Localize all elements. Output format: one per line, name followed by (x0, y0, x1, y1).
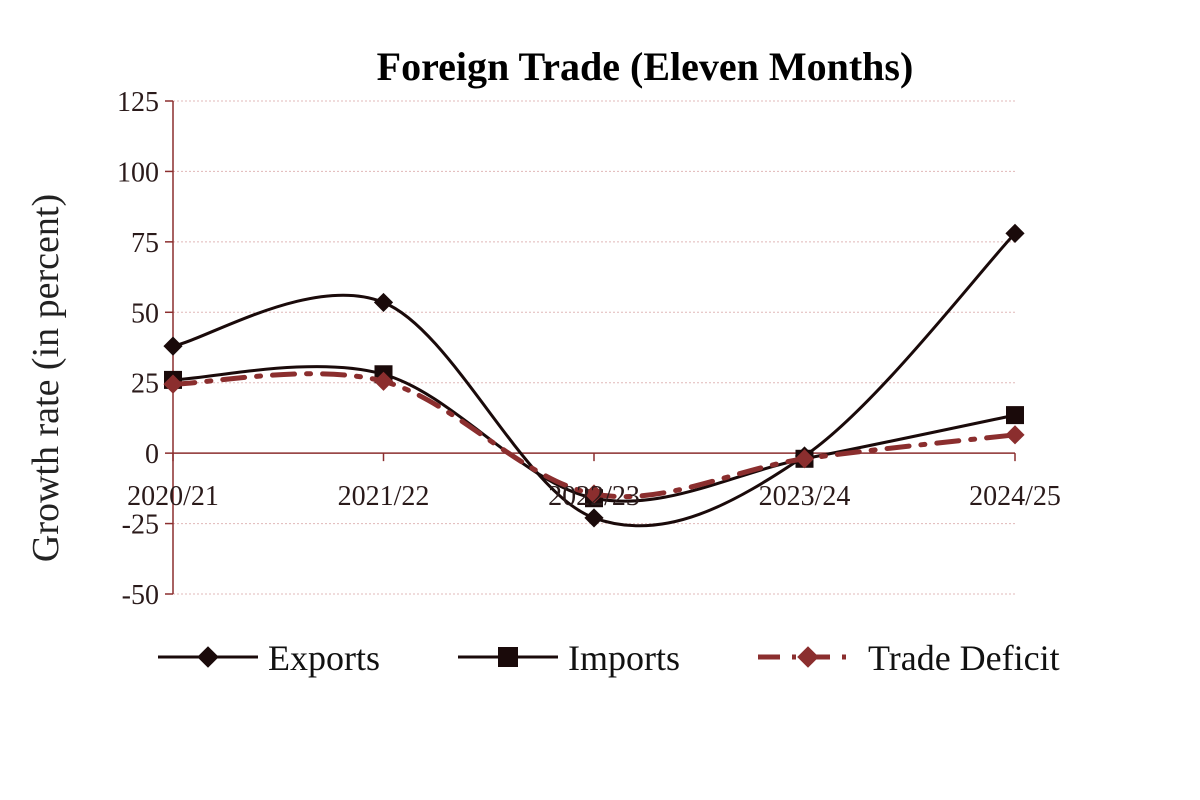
data-point (794, 449, 815, 469)
legend-label: Trade Deficit (868, 638, 1060, 678)
x-tick-label: 2021/22 (338, 481, 430, 512)
data-point (1005, 425, 1025, 445)
data-point (373, 371, 394, 391)
data-point (1006, 406, 1024, 425)
x-tick-label: 2023/24 (759, 481, 851, 512)
series-lines (163, 223, 1025, 528)
chart-title: Foreign Trade (Eleven Months) (377, 44, 914, 89)
y-tick-label: 25 (131, 369, 159, 400)
legend-label: Imports (568, 638, 680, 678)
data-point (373, 292, 394, 313)
data-point (584, 508, 604, 528)
x-tick-label: 2022/23 (548, 481, 640, 512)
legend-marker (498, 647, 518, 667)
data-point (584, 484, 604, 504)
legend-label: Exports (268, 638, 380, 678)
legend: Exports Imports Trade Deficit (158, 638, 1060, 678)
legend-marker (797, 646, 819, 668)
legend-marker (197, 646, 219, 668)
y-tick-label: 50 (131, 298, 159, 329)
y-tick-label: 100 (117, 157, 159, 188)
y-tick-label: -50 (122, 580, 159, 611)
y-tick-label: 0 (145, 439, 159, 470)
tick-labels: 125 100 75 50 25 0 -25 -50 2020/21 2021/22 2022/23… (117, 87, 1061, 611)
data-point (163, 336, 183, 356)
x-tick-label: 2020/21 (127, 481, 219, 512)
data-point (1005, 223, 1025, 244)
y-tick-label: 125 (117, 87, 159, 118)
y-tick-label: 75 (131, 228, 159, 259)
series-line (170, 371, 1018, 500)
data-point (163, 374, 183, 394)
y-axis-label: Growth rate (in percent) (25, 194, 67, 562)
y-tick-label: -25 (122, 510, 159, 541)
x-tick-label: 2024/25 (969, 481, 1061, 512)
